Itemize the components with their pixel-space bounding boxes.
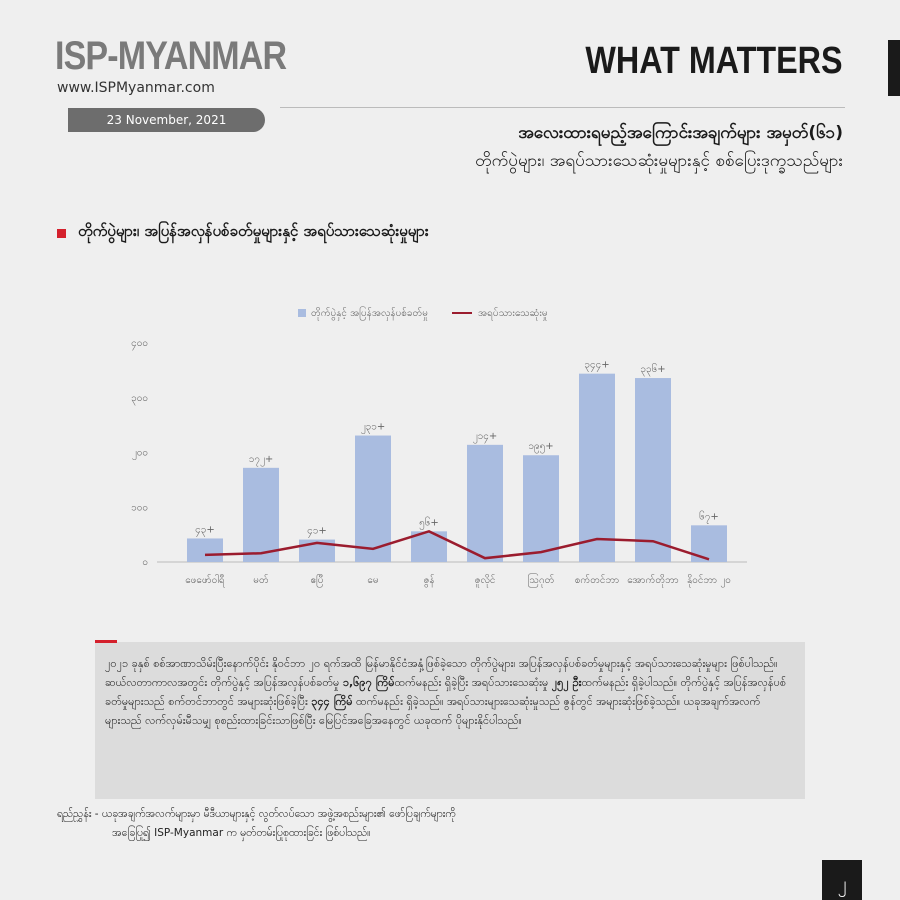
- bar: [467, 444, 503, 562]
- summary-box: ၂၀၂၁ ခုနှစ် စစ်အာဏာသိမ်းပြီးနောက်ပိုင်း …: [95, 642, 805, 799]
- value-label: ၂၃၁+: [361, 422, 386, 435]
- x-tick-label: ဩဂုတ်: [528, 572, 555, 588]
- chart: ၀ ၁၀၀ ၂၀၀ ၃၀၀ ၄၀၀ တိုက်ပွဲနှင့် အပြန်အလှန်ပစ်…: [131, 305, 747, 588]
- rule: [280, 107, 845, 108]
- date: 23 November, 2021: [68, 108, 265, 132]
- x-tick-label: မေ: [367, 575, 378, 586]
- x-tick-label: စက်တင်ဘာ: [575, 573, 619, 586]
- y-tick-label: ၁၀၀: [131, 502, 148, 513]
- bullet: [57, 229, 66, 238]
- x-tick-label: အောက်တိုဘာ: [627, 573, 679, 588]
- value-label: ၁၉၅+: [528, 441, 553, 454]
- summary-bold: ၃၄၄ ကြိမ်: [311, 695, 353, 708]
- section-heading: တိုက်ပွဲများ၊ အပြန်အလှန်ပစ်ခတ်မှုများနှင…: [78, 222, 429, 240]
- x-tick-label: ဖေဖော်ဝါရီ: [185, 573, 225, 588]
- value-label: ၃၃၆+: [640, 362, 665, 377]
- value-label: ၄၁+: [307, 526, 327, 539]
- value-label: ၃၄၄+: [584, 360, 609, 373]
- summary-text: ၂၀၂၁ ခုနှစ် စစ်အာဏာသိမ်းပြီးနောက်ပိုင်း …: [105, 657, 778, 689]
- summary-text: ထက်မနည်း ရှိခဲ့ပါသည်။ တိုက်ပွဲနှင့် အပြန…: [105, 676, 787, 708]
- x-tick-label: ဇူလိုင်: [475, 573, 496, 588]
- bar: [579, 373, 615, 562]
- x-tick-label: မတ်: [253, 573, 268, 586]
- x-tick-label: ဧပြီ: [310, 572, 323, 588]
- x-tick-label: နိုဝင်ဘာ ၂၀: [687, 573, 731, 588]
- bar: [523, 455, 559, 562]
- x-tick-label: ဇွန်: [423, 573, 434, 588]
- value-label: ၅၆+: [419, 515, 439, 530]
- footnote: ရည်ညွှန်း - ယခုအချက်အလက်များမှာ မီဒီယာမျ…: [57, 808, 456, 820]
- y-tick-label: ၃၀၀: [131, 393, 148, 406]
- line: [204, 530, 710, 561]
- summary-bold: ၁,၆၉၇ ကြိမ်: [342, 676, 395, 689]
- y-tick-label: ၂၀၀: [132, 448, 148, 461]
- page-number: ၂: [822, 860, 862, 900]
- summary-text: ထက်မနည်း ရှိခဲ့သည်။ အရပ်သားများသေဆုံးမှု…: [105, 695, 761, 727]
- bar: [635, 378, 671, 562]
- accent-bar: [888, 40, 900, 96]
- summary-bold: ၂၅၂ ဦး: [551, 676, 582, 689]
- summary-text: ထက်မနည်း ရှိခဲ့ပြီး အရပ်သားသေဆုံးမှု: [394, 676, 552, 689]
- series-title: WHAT MATTERS: [585, 40, 843, 82]
- value-label: ၆၇+: [699, 509, 719, 524]
- value-label: ၂၁၄+: [473, 431, 498, 444]
- footnote: အခြေပြု၍ ISP-Myanmar က မှတ်တမ်းပြုစုထားခ…: [112, 827, 371, 839]
- legend-label: အရပ်သားသေဆုံးမှု: [478, 306, 548, 321]
- value-label: ၁၇၂+: [249, 454, 274, 467]
- legend-label: တိုက်ပွဲနှင့် အပြန်အလှန်ပစ်ခတ်မှု: [311, 305, 428, 321]
- subtitle: တိုက်ပွဲများ၊ အရပ်သားသေဆုံးမှုများနှင့် …: [475, 151, 843, 171]
- title: အလေးထားရမည့်အကြောင်းအချက်များ အမှတ်(၆၁): [518, 123, 843, 143]
- bar: [243, 467, 279, 562]
- value-label: ၄၃+: [195, 524, 215, 537]
- bar: [187, 538, 223, 562]
- y-tick-label: ၄၀၀: [131, 338, 148, 351]
- y-tick-label: ၀: [142, 557, 148, 568]
- bar: [355, 435, 391, 562]
- url: www.ISPMyanmar.com: [57, 80, 215, 96]
- logo: ISP-MYANMAR: [55, 34, 287, 78]
- accent: [95, 640, 117, 643]
- legend-swatch: [298, 309, 306, 317]
